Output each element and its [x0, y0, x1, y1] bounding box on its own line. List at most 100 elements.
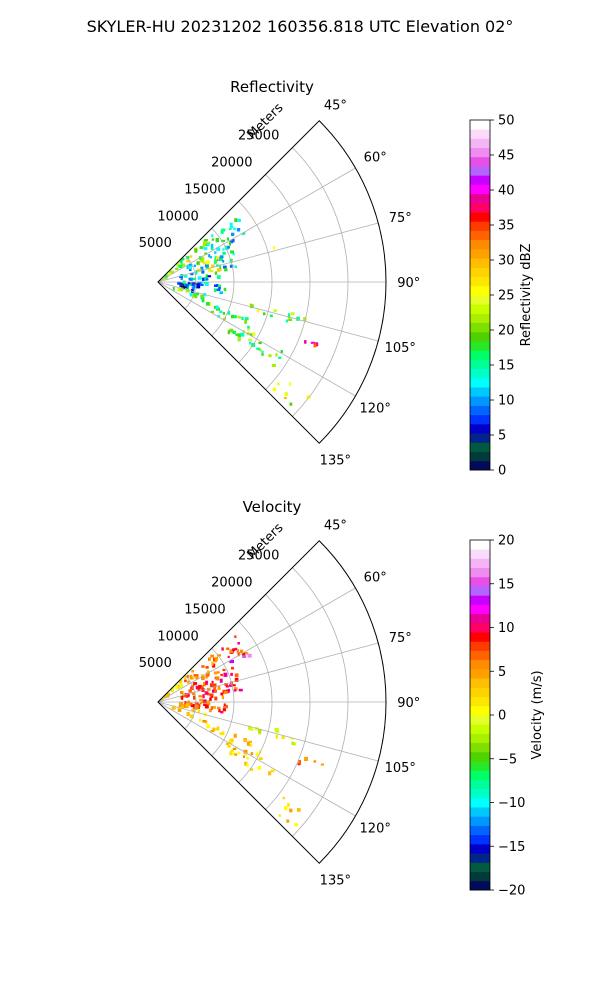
colorbar-tick-label: −5 — [498, 752, 517, 767]
echo-cell — [210, 269, 214, 273]
echo-cell — [197, 706, 200, 709]
colorbar-segment — [470, 221, 490, 231]
echo-cell — [201, 685, 204, 689]
echo-cell — [222, 260, 225, 263]
echo-cell — [189, 292, 194, 297]
sector-outline — [157, 540, 387, 864]
echo-cell — [187, 282, 191, 285]
echo-cell — [231, 232, 235, 236]
echo-cell — [181, 694, 186, 698]
echo-cell — [217, 706, 221, 710]
echo-cell — [261, 353, 264, 356]
echo-cell — [191, 691, 196, 696]
colorbar-tick-label: −15 — [498, 840, 525, 855]
colorbar-segment — [470, 138, 490, 149]
reflectivity-title: Reflectivity — [230, 78, 314, 96]
echo-cell — [191, 277, 196, 281]
azimuth-tick-label: 90° — [397, 696, 420, 711]
echo-cell — [209, 708, 212, 713]
echo-cell — [258, 341, 262, 345]
echo-cell — [258, 757, 263, 760]
colorbar-segment — [470, 705, 490, 716]
echo-cell — [230, 672, 233, 676]
azimuth-tick-label: 120° — [360, 401, 391, 416]
echo-cell — [213, 305, 218, 309]
echo-cell — [213, 284, 218, 287]
echo-cell — [246, 757, 249, 760]
echo-cell — [211, 264, 215, 268]
echo-cell — [198, 684, 202, 689]
colorbar-segment — [470, 549, 490, 559]
echo-cell — [213, 659, 218, 663]
colorbar-segment — [470, 641, 490, 651]
echo-cell — [275, 353, 278, 357]
azimuth-gridline — [157, 587, 356, 703]
echo-cell — [197, 709, 201, 714]
echo-cell — [204, 252, 208, 255]
range-tick-label: 10000 — [157, 209, 198, 224]
velocity-panel: Velocity 45°60°75°90°105°120°135°5000100… — [139, 498, 545, 899]
echo-cell — [214, 271, 218, 275]
echo-cell — [216, 288, 221, 291]
echo-cell — [189, 277, 193, 281]
echo-cell — [185, 289, 190, 293]
echo-cell — [242, 652, 246, 656]
echo-cell — [199, 702, 202, 705]
echo-cell — [203, 703, 207, 706]
echo-cell — [212, 727, 215, 731]
echo-cell — [238, 688, 243, 692]
echo-cell — [230, 749, 234, 752]
colorbar-segment — [470, 166, 490, 176]
colorbar-segment — [470, 341, 490, 351]
echo-cell — [191, 286, 195, 290]
echo-cell — [169, 270, 175, 274]
echo-cell — [233, 689, 237, 692]
echo-cell — [201, 676, 205, 681]
echo-cell — [207, 700, 211, 703]
echo-cell — [306, 395, 311, 399]
echo-cell — [189, 268, 192, 271]
echo-cell — [286, 819, 290, 823]
echo-cell — [247, 325, 250, 330]
colorbar-segment — [470, 650, 490, 661]
echo-cell — [223, 706, 226, 709]
echo-cell — [205, 278, 209, 281]
echo-cell — [174, 685, 179, 689]
echo-cell — [217, 315, 221, 318]
echo-cell — [226, 237, 229, 241]
echo-cell — [213, 671, 218, 675]
echo-cell — [211, 689, 215, 693]
echo-cell — [188, 689, 192, 693]
echo-cell — [236, 228, 241, 232]
echo-cell — [272, 387, 277, 392]
echo-cell — [242, 655, 247, 658]
colorbar-segment — [470, 350, 490, 360]
echo-cell — [216, 264, 219, 267]
echo-cell — [284, 806, 288, 811]
azimuth-gridline — [157, 281, 379, 342]
azimuth-gridline — [157, 281, 356, 397]
colorbar-tick-label: 45 — [498, 149, 515, 164]
echo-cell — [234, 315, 237, 319]
echo-cell — [224, 268, 228, 272]
echo-cell — [179, 275, 183, 279]
echo-cell — [180, 285, 185, 290]
echo-cell — [248, 744, 253, 747]
echo-cell — [234, 218, 238, 222]
echo-cell — [228, 740, 233, 745]
echo-cell — [220, 229, 224, 234]
echo-cell — [202, 720, 207, 723]
echo-cell — [215, 676, 220, 681]
echo-cell — [237, 219, 241, 222]
colorbar-tick-label: 25 — [498, 289, 515, 304]
colorbar-segment — [470, 248, 490, 259]
echo-cell — [288, 318, 293, 321]
echo-cell — [227, 655, 230, 658]
echo-cell — [178, 702, 183, 706]
echo-cell — [177, 281, 181, 285]
echo-cell — [224, 245, 229, 250]
echo-cell — [275, 734, 278, 739]
colorbar-segment — [470, 871, 490, 882]
colorbar-segment — [470, 807, 490, 817]
